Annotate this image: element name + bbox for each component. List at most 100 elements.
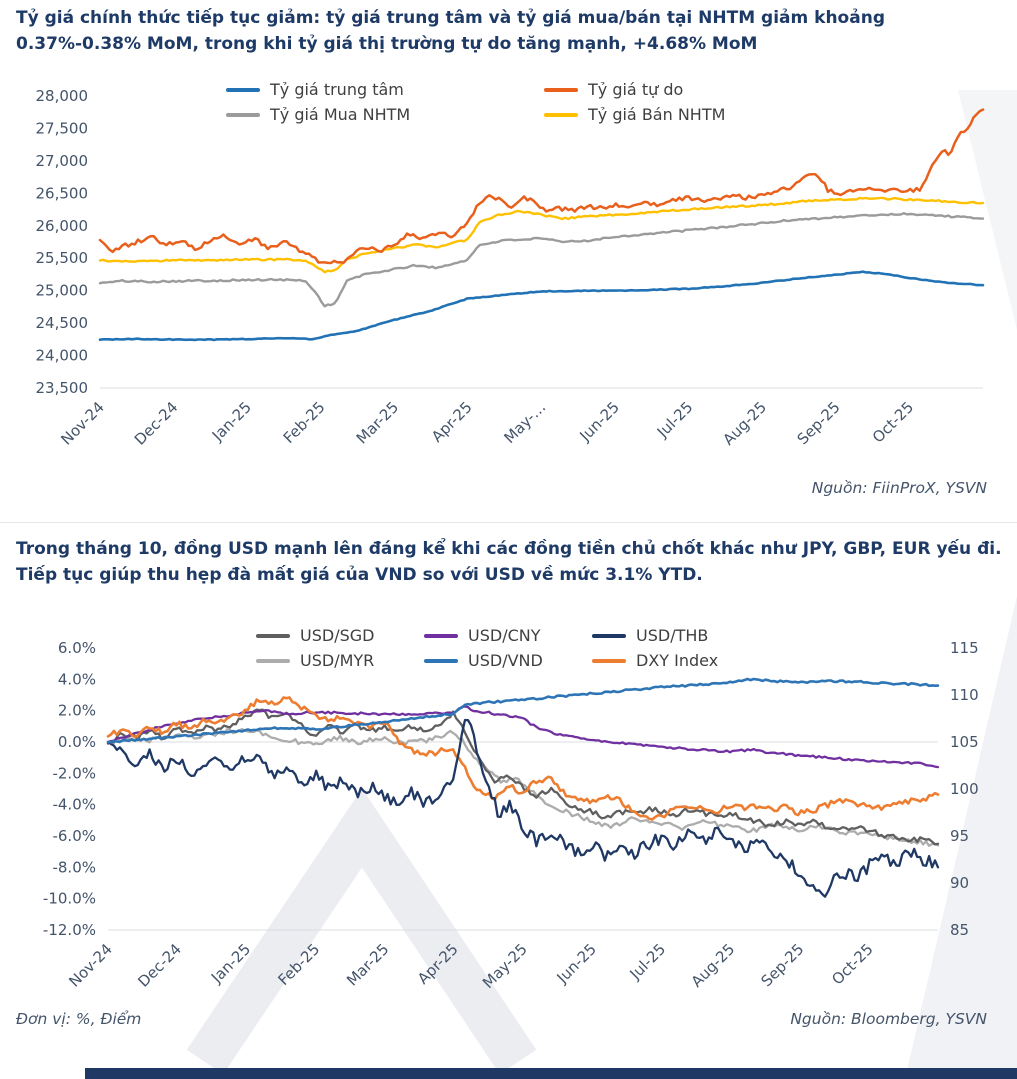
series-line-t-gi-mua-nhtm [98,211,985,308]
y-tick-label: 27,500 [36,119,89,137]
legend-label: DXY Index [636,651,719,670]
legend-marker-usd-sgd [256,633,290,638]
watermark-triangle-right [905,596,1017,1079]
y-tick-label: -6.0% [52,827,96,845]
x-tick-label: Aug-25 [688,940,739,991]
y-tick-label-right: 90 [950,874,969,892]
series-line-t-gi-t-do [98,108,985,265]
x-tick-label: May-… [500,398,549,447]
watermark-triangle-top [958,90,1017,330]
y-tick-label: -12.0% [43,921,96,939]
x-tick-label: Dec-24 [134,940,185,991]
x-tick-label: Jul-25 [626,940,670,984]
x-tick-label: Nov-24 [57,398,107,448]
legend-label: USD/MYR [300,651,375,670]
legend-label: Tỷ giá tự do [588,80,684,99]
x-tick-label: Mar-25 [343,940,392,989]
legend-item-t-gi-t-do: Tỷ giá tự do [544,80,862,99]
y-tick-label-right: 95 [950,827,969,845]
y-tick-label: 4.0% [58,670,96,688]
x-tick-label: Aug-25 [719,398,770,449]
y-tick-label: 24,000 [36,347,89,365]
legend-marker-usd-thb [592,633,626,638]
y-tick-label: -2.0% [52,764,96,782]
legend-marker-t-gi-b-n-nhtm [544,112,578,117]
legend-marker-dxy-index [592,658,626,663]
x-tick-label: Apr-25 [414,940,462,988]
legend-item-usd-thb: USD/THB [592,626,760,645]
official-fx-chart: Tỷ giá trung tâm Tỷ giá tự do Tỷ giá Mua N… [14,78,1004,478]
legend-item-usd-vnd: USD/VND [424,651,592,670]
footer-accent-bar [85,1068,1017,1079]
x-tick-label: Jun-25 [576,398,623,445]
x-tick-label: Sep-25 [757,940,807,990]
x-tick-label: May-25 [479,940,531,992]
y-tick-label: 27,000 [36,152,89,170]
official-fx-plot-area: 28,000 27,500 27,000 26,500 26,000 25,500 25,0… [14,78,1004,478]
y-tick-label: 26,000 [36,217,89,235]
legend-item-dxy-index: DXY Index [592,651,760,670]
legend-label: USD/CNY [468,626,541,645]
unit-note: Đơn vị: %, Điểm [16,1010,142,1028]
y-tick-label-right: 110 [950,686,979,704]
legend-item-t-gi-b-n-nhtm: Tỷ giá Bán NHTM [544,105,862,124]
y-tick-label-right: 105 [950,733,979,751]
legend-marker-usd-myr [256,658,290,663]
y-tick-label: 24,500 [36,314,89,332]
x-tick-label: Jan-25 [208,398,255,445]
top-chart-title: Tỷ giá chính thức tiếp tục giảm: tỷ giá … [16,8,885,54]
y-tick-label: 0.0% [58,733,96,751]
legend-label: USD/THB [636,626,709,645]
series-line-t-gi-b-n-nhtm [98,196,985,274]
y-tick-label: 6.0% [58,639,96,657]
watermark-chevron [186,788,537,1075]
x-tick-label: Feb-25 [274,940,323,989]
legend-label: Tỷ giá Mua NHTM [270,105,411,124]
legend-marker-t-gi-mua-nhtm [226,112,260,117]
fx-official-svg: 28,000 27,500 27,000 26,500 26,000 25,500 25,0… [36,87,985,449]
y-tick-label-right: 115 [950,639,979,657]
section-divider [0,522,1017,523]
y-tick-label: 25,500 [36,249,89,267]
series-line-usd-thb [106,718,940,898]
x-tick-label: Mar-25 [353,398,402,447]
official-fx-legend: Tỷ giá trung tâm Tỷ giá tự do Tỷ giá Mua N… [226,80,862,124]
currency-plot-area: 6.0% 4.0% 2.0% 0.0% -2.0% -4.0% -6.0% -8.0% -10.… [14,608,1004,1008]
top-chart-source: Nguồn: FiinProX, YSVN [811,479,987,497]
x-tick-label: Oct-25 [869,398,917,446]
series-line-t-gi-trung-t-m [98,270,985,342]
y-tick-label: -8.0% [52,858,96,876]
legend-label: USD/VND [468,651,543,670]
legend-item-t-gi-trung-t-m: Tỷ giá trung tâm [226,80,544,99]
series-line-usd-vnd [106,677,940,744]
legend-item-usd-cny: USD/CNY [424,626,592,645]
legend-marker-usd-vnd [424,658,458,663]
legend-label: Tỷ giá trung tâm [270,80,404,99]
x-tick-label: Feb-25 [280,398,329,447]
bottom-chart-source: Nguồn: Bloomberg, YSVN [790,1010,987,1028]
bottom-chart-title: Trong tháng 10, đồng USD mạnh lên đáng k… [16,539,1002,585]
y-tick-label: 25,000 [36,282,89,300]
legend-item-usd-sgd: USD/SGD [256,626,424,645]
x-tick-label: Nov-24 [65,940,115,990]
legend-marker-usd-cny [424,633,458,638]
series-line-usd-sgd [106,708,940,846]
legend-label: Tỷ giá Bán NHTM [588,105,726,124]
x-tick-label: Jun-25 [553,940,600,987]
legend-item-usd-myr: USD/MYR [256,651,424,670]
x-tick-label: Sep-25 [794,398,844,448]
currency-performance-chart: USD/SGD USD/CNY USD/THB USD/MYR USD/VND DXY I… [14,608,1004,1008]
y-tick-label-right: 85 [950,921,969,939]
x-tick-label: Dec-24 [131,398,182,449]
fx-currencies-svg: 6.0% 4.0% 2.0% 0.0% -2.0% -4.0% -6.0% -8.0% -10.… [43,639,979,992]
legend-item-t-gi-mua-nhtm: Tỷ giá Mua NHTM [226,105,544,124]
y-tick-label: 23,500 [36,379,89,397]
y-tick-label: -10.0% [43,890,96,908]
x-tick-label: Jul-25 [653,398,697,442]
legend-marker-t-gi-trung-t-m [226,87,260,92]
series-line-dxy-index [106,696,940,821]
legend-label: USD/SGD [300,626,375,645]
y-tick-label-right: 100 [950,780,979,798]
